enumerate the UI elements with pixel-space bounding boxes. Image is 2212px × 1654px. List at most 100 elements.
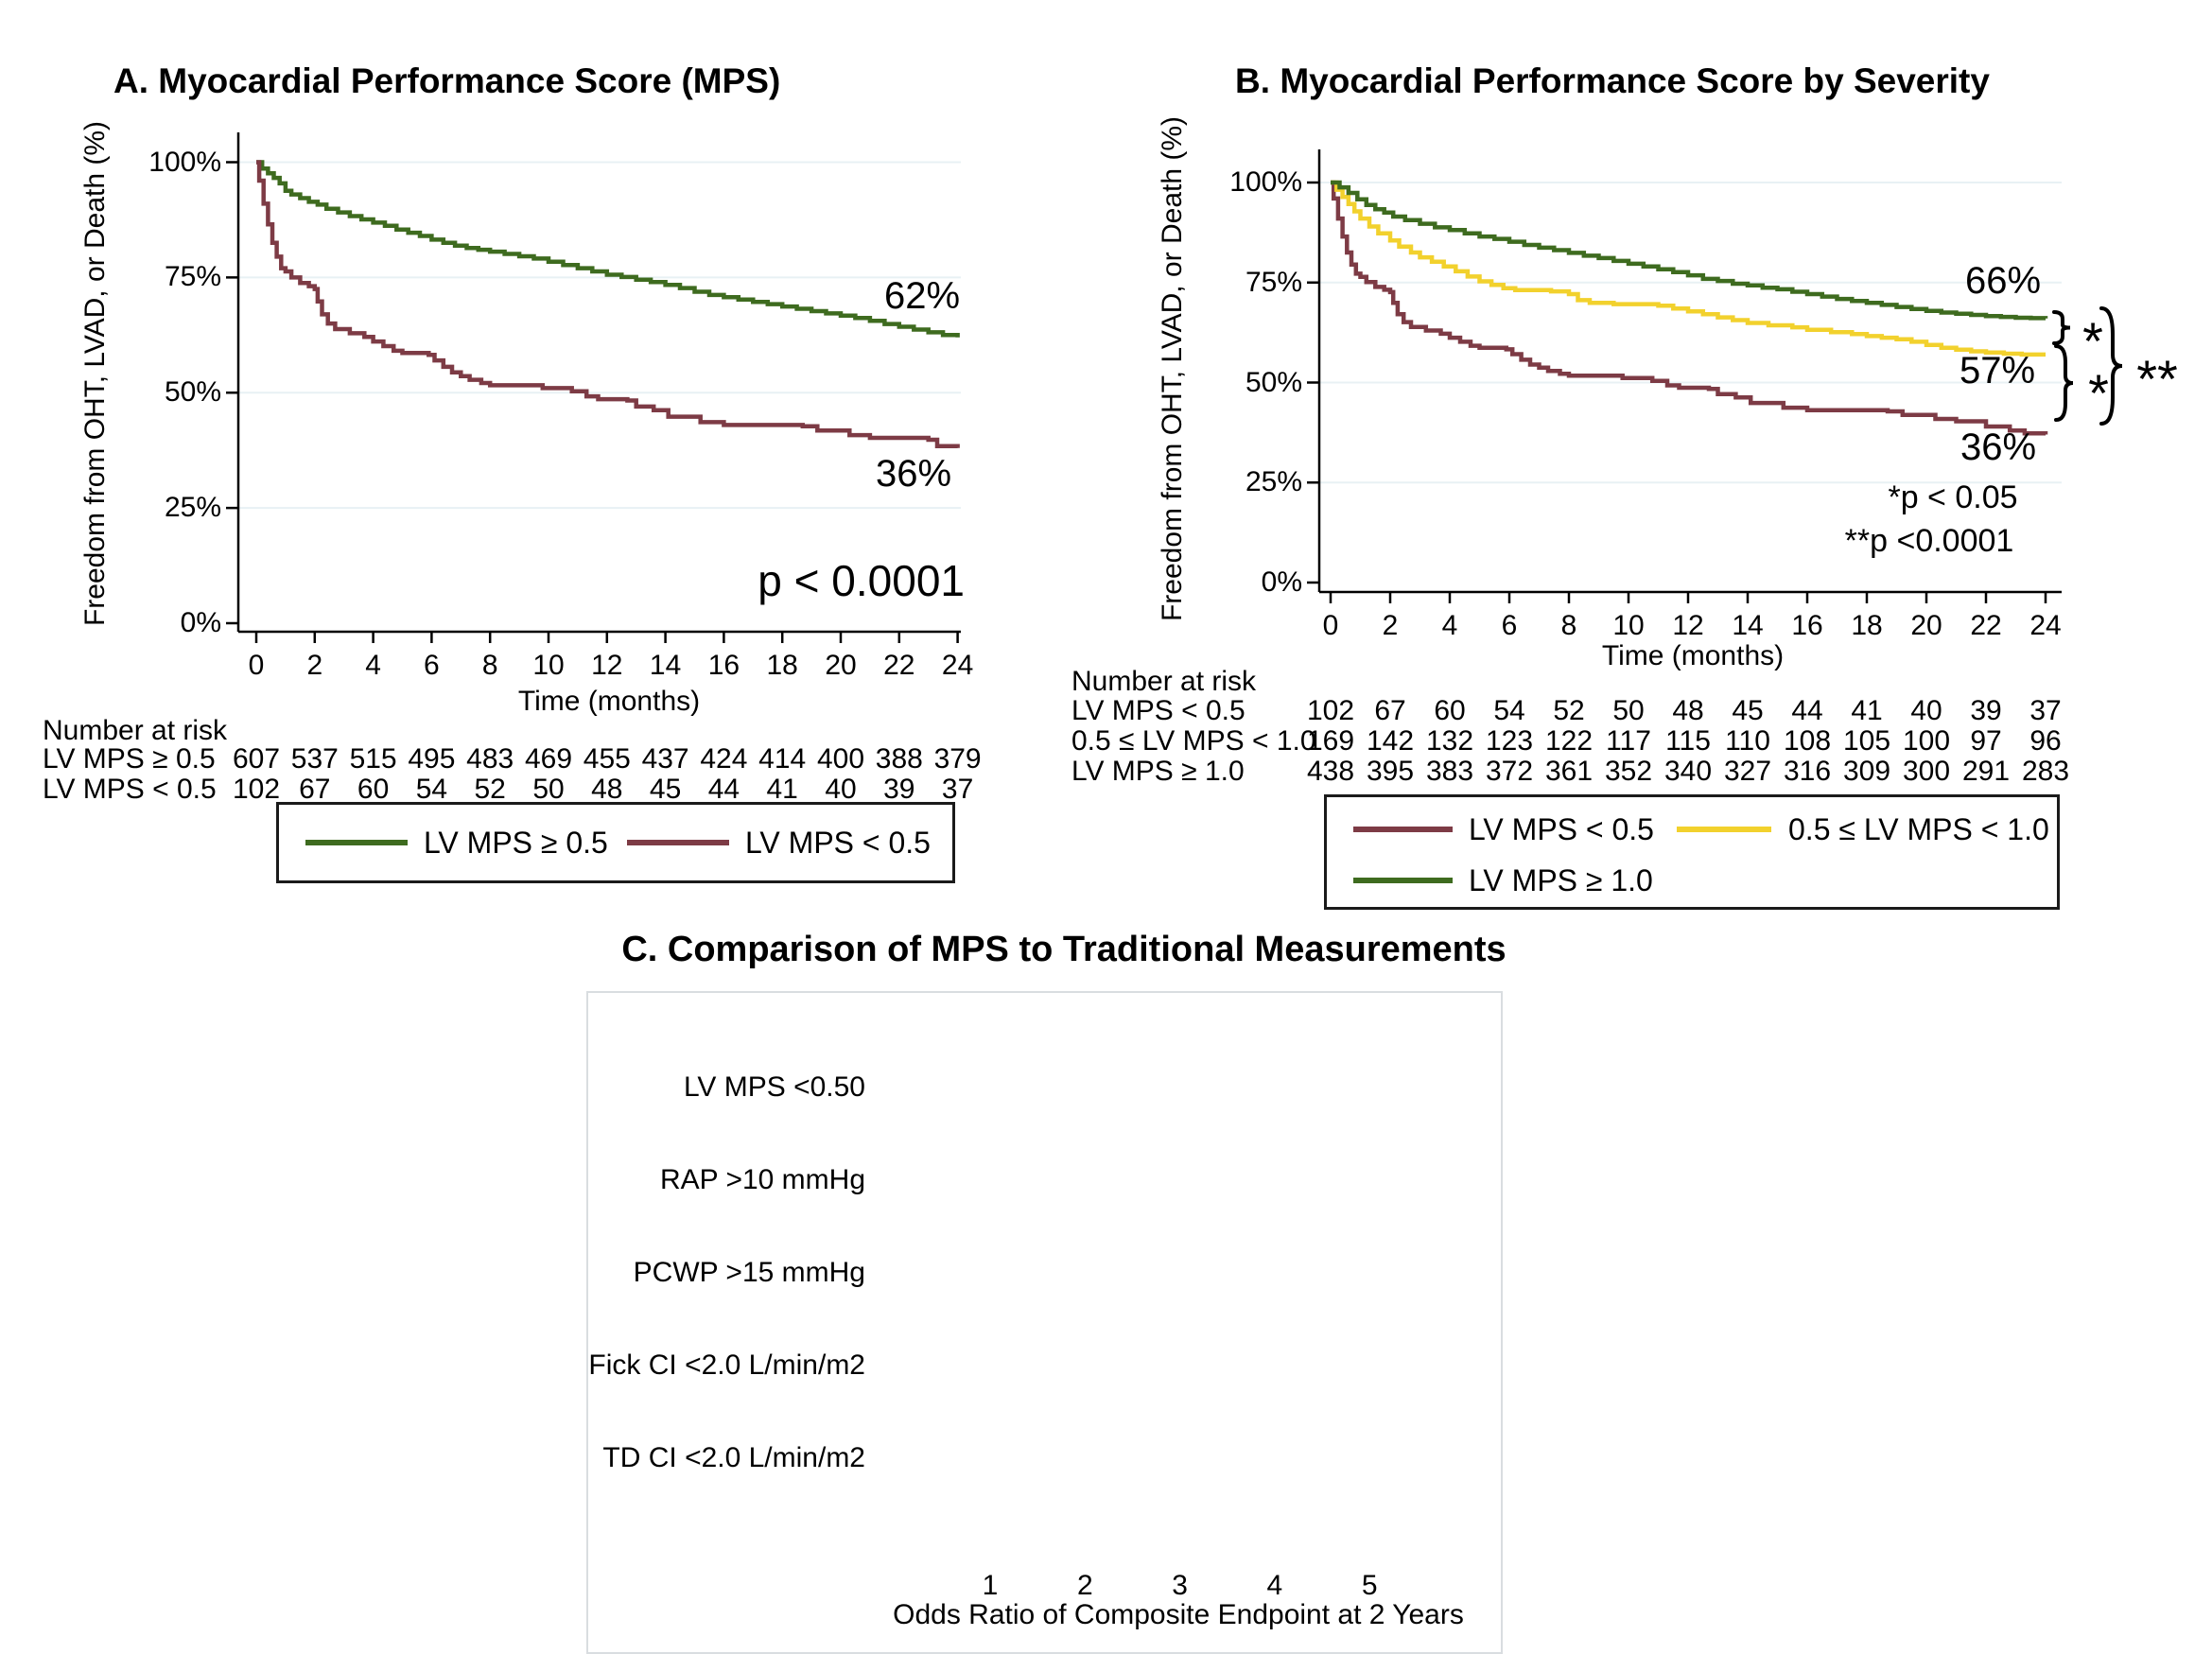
y-axis-tick-label: 50% [1245,366,1302,398]
km-curve-LVMPS<0.5 [256,160,960,449]
panel-b-bracket-star-3: ** [2136,349,2178,409]
risk-count: 44 [707,774,740,805]
x-axis-tick-label: 24 [2029,610,2062,641]
x-axis-tick-label: 2 [306,650,323,681]
risk-count: 110 [1725,725,1770,757]
risk-count: 39 [1970,695,2002,726]
legend-label: LV MPS ≥ 1.0 [1469,863,1653,897]
panel-b-bracket-star-1: * [2082,311,2103,371]
risk-count: 316 [1783,756,1832,787]
x-axis-tick-label: 22 [883,650,915,681]
forest-x-tick-label: 5 [1361,1570,1378,1601]
risk-count: 395 [1366,756,1415,787]
risk-count: 117 [1606,725,1651,757]
sig-brace-yellow-vs-red [2054,344,2074,422]
risk-count: 537 [290,743,339,775]
risk-count: 383 [1425,756,1474,787]
risk-count: 67 [299,774,331,805]
panel-b-yellow-endpoint-label: 57% [1959,350,2036,392]
panel-b-legend: LV MPS < 0.5 0.5 ≤ LV MPS < 1.0 LV MPS ≥… [1324,794,2060,910]
risk-count: 41 [766,774,798,805]
x-axis-tick-label: 12 [591,650,623,681]
risk-count: 607 [232,743,281,775]
km-curve-0.5≤LVMPS<1.0 [1331,180,2046,357]
risk-count: 283 [2021,756,2070,787]
panel-b-number-at-risk-header: Number at risk [1071,666,1257,697]
panel-b-sig-note-1: *p < 0.05 [1888,479,2018,515]
risk-count: 361 [1544,756,1594,787]
risk-count: 40 [1910,695,1942,726]
x-axis-tick-label: 16 [1791,610,1823,641]
risk-count: 45 [649,774,682,805]
risk-count: 41 [1851,695,1883,726]
legend-label: LV MPS ≥ 0.5 [424,826,608,860]
risk-count: 96 [2029,725,2062,757]
forest-x-tick-label: 2 [1076,1570,1093,1601]
risk-count: 60 [357,774,390,805]
risk-count: 142 [1366,725,1415,757]
panel-a-risk-row-label: LV MPS < 0.5 [43,774,217,805]
x-axis-tick-label: 8 [1560,610,1577,641]
x-axis-tick-label: 22 [1970,610,2002,641]
risk-count: 123 [1485,725,1534,757]
risk-count: 108 [1783,725,1832,757]
risk-count: 469 [524,743,573,775]
x-axis-tick-label: 14 [649,650,682,681]
legend-label: 0.5 ≤ LV MPS < 1.0 [1788,812,2049,846]
legend-line-swatch-green [1353,878,1453,883]
legend-label: LV MPS < 0.5 [745,826,931,860]
risk-count: 132 [1425,725,1474,757]
panel-a-green-endpoint-label: 62% [883,275,961,317]
forest-row-label: TD CI <2.0 L/min/m2 [602,1442,865,1473]
risk-count: 40 [825,774,857,805]
y-axis-tick-label: 25% [1245,466,1302,498]
risk-count: 309 [1842,756,1891,787]
risk-count: 122 [1544,725,1594,757]
risk-count: 400 [816,743,865,775]
panel-b-red-endpoint-label: 36% [1959,427,2037,468]
risk-count: 414 [758,743,807,775]
sig-brace-green-vs-yellow [2052,310,2071,345]
risk-count: 52 [474,774,506,805]
panel-b-sig-note-2: **p <0.0001 [1844,523,2014,559]
y-axis-tick-label: 0% [1261,566,1302,598]
risk-count: 100 [1902,725,1951,757]
forest-x-tick-label: 4 [1266,1570,1283,1601]
risk-count: 37 [2029,695,2062,726]
forest-row-label: Fick CI <2.0 L/min/m2 [588,1349,865,1381]
risk-count: 483 [466,743,514,775]
panel-a-p-value: p < 0.0001 [758,556,965,605]
y-axis-tick-label: 100% [1229,166,1302,198]
x-axis-tick-label: 20 [825,650,857,681]
risk-count: 50 [1612,695,1645,726]
legend-line-swatch-yellow [1677,827,1771,832]
panel-a-risk-row-label: LV MPS ≥ 0.5 [43,743,216,775]
risk-count: 300 [1902,756,1951,787]
panel-c-frame [586,991,1503,1654]
panel-a-red-endpoint-label: 36% [875,453,952,495]
y-axis-tick-label: 75% [164,261,221,293]
legend-line-swatch-green [305,840,408,845]
risk-count: 515 [349,743,397,775]
x-axis-tick-label: 16 [707,650,740,681]
legend-label: LV MPS < 0.5 [1469,812,1654,846]
risk-count: 424 [700,743,748,775]
legend-line-swatch-maroon [627,840,729,845]
risk-count: 48 [591,774,623,805]
km-curve-LVMPS≥1.0 [1331,180,2048,321]
panel-b-green-endpoint-label: 66% [1964,260,2042,302]
x-axis-tick-label: 6 [424,650,440,681]
y-axis-tick-label: 100% [148,146,221,178]
risk-count: 39 [883,774,915,805]
risk-count: 44 [1791,695,1823,726]
risk-count: 45 [1732,695,1764,726]
panel-b-bracket-star-2: * [2088,363,2109,423]
x-axis-tick-label: 8 [481,650,498,681]
risk-count: 48 [1672,695,1704,726]
panel-c-x-axis-label: Odds Ratio of Composite Endpoint at 2 Ye… [893,1599,1464,1630]
panel-b-risk-row-label: LV MPS ≥ 1.0 [1071,756,1245,787]
risk-count: 327 [1723,756,1772,787]
panel-a-number-at-risk-header: Number at risk [43,715,228,746]
risk-count: 340 [1663,756,1713,787]
